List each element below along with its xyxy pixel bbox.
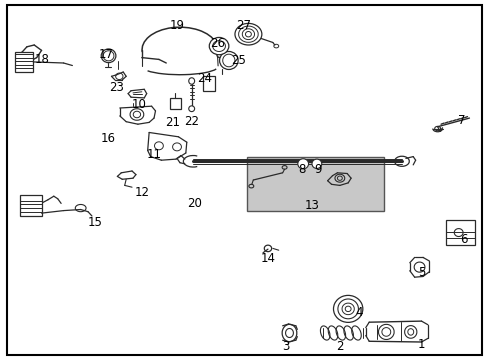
Text: 23: 23 [109,81,123,94]
Ellipse shape [101,49,116,63]
Text: 20: 20 [187,197,202,210]
Text: 11: 11 [146,148,161,161]
Text: 2: 2 [335,340,343,353]
Ellipse shape [188,106,194,112]
Text: 14: 14 [260,252,275,265]
Text: 27: 27 [236,19,250,32]
Ellipse shape [219,51,238,69]
Ellipse shape [188,78,194,84]
Text: 4: 4 [355,306,363,319]
Text: 26: 26 [210,37,225,50]
Text: 1: 1 [417,338,425,351]
Text: 22: 22 [184,115,199,128]
Bar [170,98,181,109]
Bar [15,52,33,72]
Text: 3: 3 [282,340,289,353]
Text: 17: 17 [99,48,114,61]
Text: 21: 21 [164,116,179,129]
Text: 25: 25 [231,54,245,67]
Text: 18: 18 [35,53,49,66]
Text: 10: 10 [132,98,146,111]
Text: 15: 15 [88,216,102,229]
Text: 8: 8 [298,163,305,176]
Text: 5: 5 [417,266,425,279]
Bar [203,76,215,91]
Bar [246,157,383,211]
Ellipse shape [297,159,308,169]
Bar [20,195,41,216]
Ellipse shape [209,37,228,55]
Text: 13: 13 [304,199,319,212]
Ellipse shape [311,159,321,168]
Ellipse shape [235,23,262,45]
Text: 16: 16 [101,132,116,145]
Bar [445,220,474,245]
Text: 9: 9 [313,163,321,176]
Text: 6: 6 [459,233,467,246]
Text: 7: 7 [457,114,465,127]
Text: 19: 19 [169,19,184,32]
Text: 12: 12 [134,186,149,199]
Text: 24: 24 [197,72,211,85]
